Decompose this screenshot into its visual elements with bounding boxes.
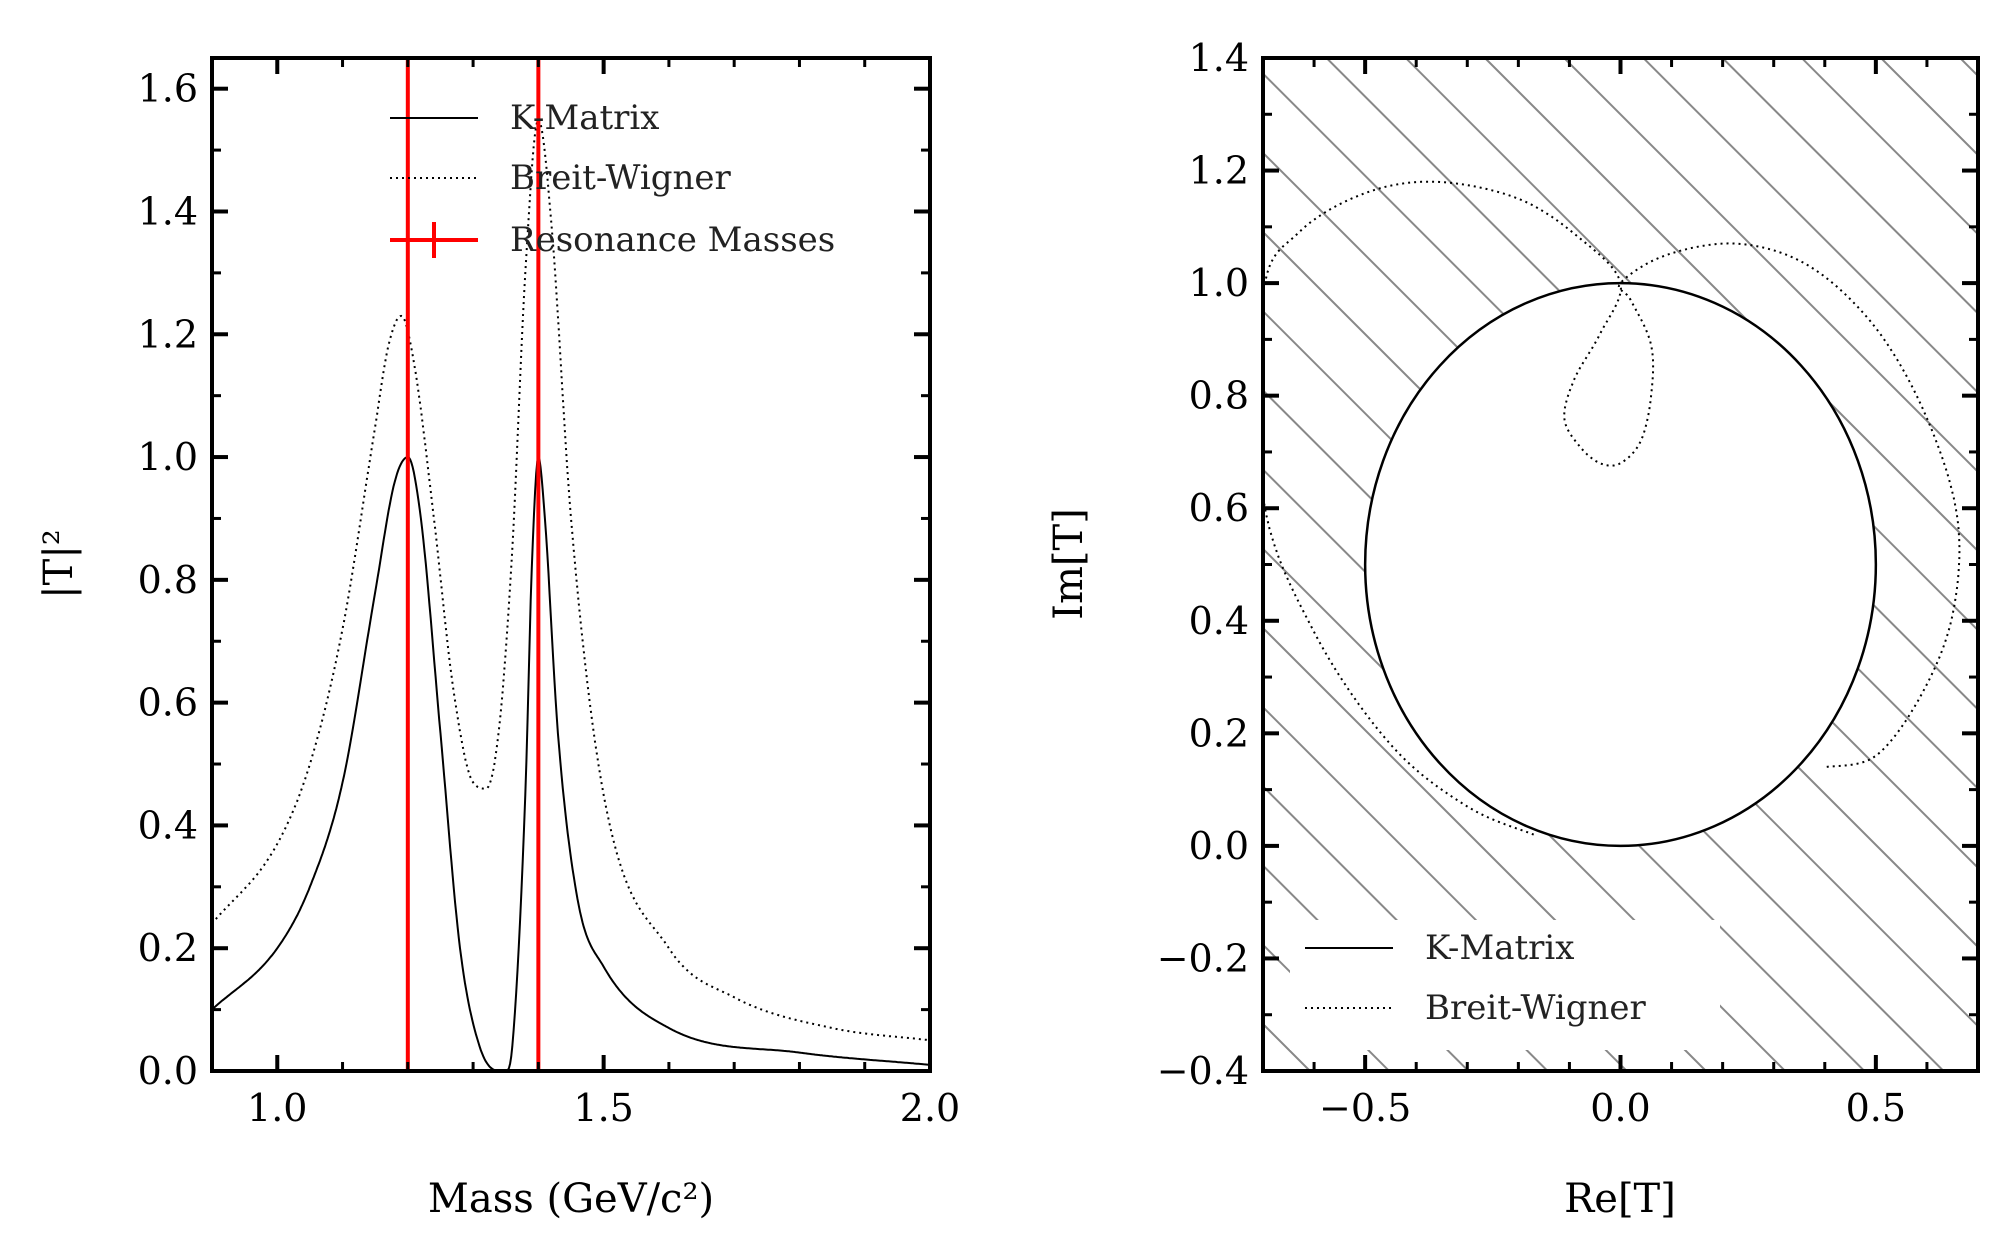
plot-frame: [1261, 56, 1980, 1073]
y-tick-label: 1.0: [1189, 261, 1249, 305]
plot-area: [212, 58, 930, 1071]
y-tick-label: 1.6: [138, 67, 198, 111]
x-tick-label: 2.0: [900, 1086, 960, 1130]
axis-ticks: [210, 58, 932, 1073]
series-line-k-matrix: [212, 454, 930, 1071]
legend-label-k-matrix: K-Matrix: [1425, 928, 1574, 968]
series-line-breit-wigner: [212, 117, 930, 1042]
x-tick-label: 0.5: [1846, 1086, 1906, 1130]
y-tick-label: 0.4: [138, 803, 198, 847]
x-tick-label: 1.5: [573, 1086, 633, 1130]
x-tick-label: −0.5: [1319, 1086, 1411, 1130]
legend-label-k-matrix: K-Matrix: [510, 98, 659, 138]
x-tick-label: 1.0: [247, 1086, 307, 1130]
y-tick-label: 1.2: [1189, 149, 1249, 193]
y-tick-label: 0.0: [138, 1049, 198, 1093]
y-tick-label: 0.4: [1189, 599, 1249, 643]
y-tick-label: 1.4: [138, 189, 198, 233]
legend-label-breit-wigner: Breit-Wigner: [510, 158, 732, 198]
y-tick-label: 0.8: [1189, 374, 1249, 418]
x-tick-label: 0.0: [1590, 1086, 1650, 1130]
y-tick-label: −0.2: [1157, 936, 1249, 980]
plot-frame: [210, 56, 932, 1073]
legend-background: [1290, 920, 1720, 1050]
y-tick-label: 0.2: [1189, 711, 1249, 755]
mass-spectrum-chart: 1.0 1.5 2.0 0.0 0.2 0.4 0.6 0.8 1.0 1.2 1.4 1.6 Mas…: [36, 56, 961, 1222]
y-tick-label: 1.0: [138, 435, 198, 479]
series-line-k-matrix: [1363, 281, 1878, 848]
y-tick-label: 0.2: [138, 926, 198, 970]
y-axis-label: Im[T]: [1046, 508, 1092, 620]
x-axis-label: Re[T]: [1564, 1176, 1676, 1222]
argand-diagram-chart: −0.5 0.0 0.5 −0.4 −0.2 0.0 0.2 0.4 0.6 0.8 1.0 1.2 1…: [1046, 36, 1980, 1222]
y-axis-label: |T|²: [36, 529, 82, 599]
legend: K-Matrix Breit-Wigner: [1290, 920, 1720, 1050]
x-axis-label: Mass (GeV/c²): [428, 1176, 714, 1222]
tick-labels: −0.5 0.0 0.5 −0.4 −0.2 0.0 0.2 0.4 0.6 0.8 1.0 1.2 1…: [1157, 36, 1906, 1130]
legend-label-resonance-masses: Resonance Masses: [510, 220, 835, 260]
y-tick-label: 1.4: [1189, 36, 1249, 80]
tick-labels: 1.0 1.5 2.0 0.0 0.2 0.4 0.6 0.8 1.0 1.2 1.4 1.6: [138, 67, 961, 1130]
y-tick-label: 1.2: [138, 312, 198, 356]
y-tick-label: −0.4: [1157, 1049, 1249, 1093]
y-tick-label: 0.6: [138, 681, 198, 725]
y-tick-label: 0.6: [1189, 486, 1249, 530]
legend: K-Matrix Breit-Wigner Resonance Masses: [390, 98, 835, 260]
y-tick-label: 0.8: [138, 558, 198, 602]
y-tick-label: 0.0: [1189, 824, 1249, 868]
plot-area: [1263, 58, 1978, 1071]
legend-label-breit-wigner: Breit-Wigner: [1425, 988, 1647, 1028]
series-line-breit-wigner: [1263, 180, 1961, 836]
